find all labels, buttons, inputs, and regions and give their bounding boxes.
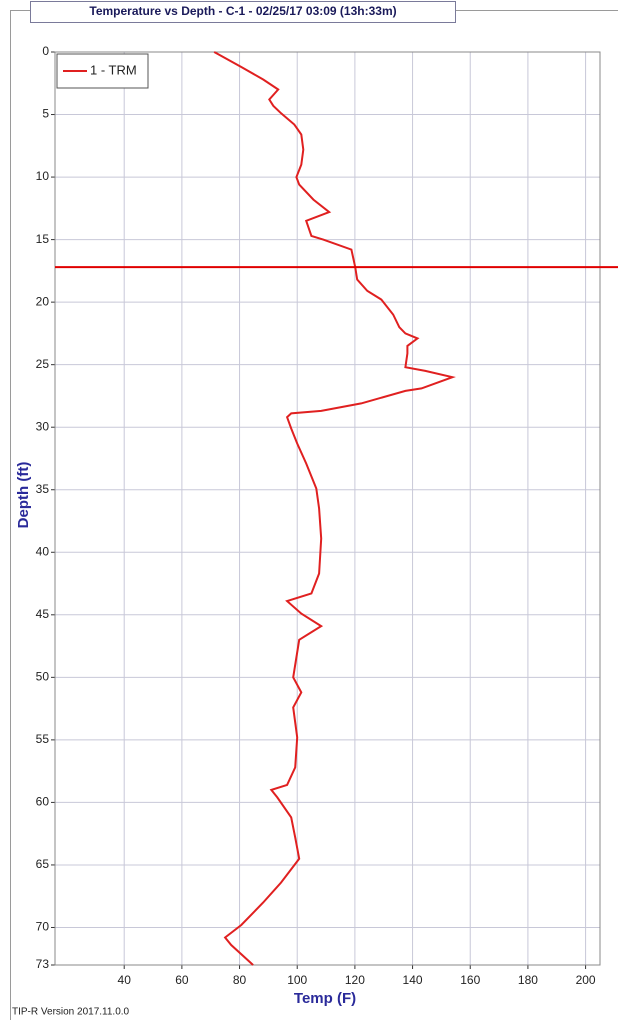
y-tick-label: 5 — [42, 107, 49, 121]
plot-border — [54, 51, 601, 966]
x-tick-label: 60 — [175, 973, 189, 987]
y-tick-label: 40 — [36, 544, 50, 558]
x-tick-label: 120 — [345, 973, 365, 987]
x-tick-label: 200 — [576, 973, 596, 987]
y-tick-label: 60 — [36, 795, 50, 809]
title-box — [30, 1, 456, 23]
y-tick-label: 25 — [36, 357, 50, 371]
y-tick-label: 15 — [36, 232, 50, 246]
y-tick-label: 45 — [36, 607, 50, 621]
legend-label: 1 - TRM — [90, 62, 137, 77]
y-tick-label: 30 — [36, 419, 50, 433]
y-tick-label: 70 — [36, 920, 50, 934]
x-tick-label: 160 — [460, 973, 480, 987]
y-tick-label: 65 — [36, 857, 50, 871]
y-tick-label: 10 — [36, 169, 50, 183]
chart-title: Temperature vs Depth - C-1 - 02/25/17 03… — [89, 4, 396, 18]
plot-area — [55, 52, 600, 965]
y-tick-label: 50 — [36, 670, 50, 684]
x-tick-label: 40 — [118, 973, 132, 987]
x-tick-label: 140 — [403, 973, 423, 987]
x-tick-label: 80 — [233, 973, 247, 987]
x-tick-label: 180 — [518, 973, 538, 987]
footer: TIP-R Version 2017.11.0.0 — [12, 1007, 130, 1018]
y-tick-label: 0 — [42, 44, 49, 58]
data-line — [213, 51, 456, 966]
x-tick-label: 100 — [287, 973, 307, 987]
x-axis-label: Temp (F) — [294, 990, 356, 1007]
y-tick-label: 55 — [36, 732, 50, 746]
y-tick-label: 20 — [36, 294, 50, 308]
y-tick-label: 73 — [36, 957, 50, 971]
y-axis-label: Depth (ft) — [15, 462, 32, 529]
y-tick-label: 35 — [36, 482, 50, 496]
